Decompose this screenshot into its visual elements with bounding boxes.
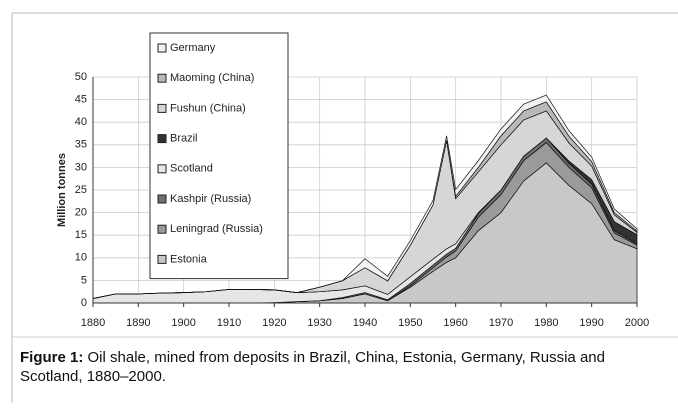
y-tick-label: 25 [75, 184, 87, 196]
x-tick-label: 1950 [398, 317, 422, 329]
x-tick-label: 1970 [489, 317, 513, 329]
y-tick-label: 40 [75, 116, 87, 128]
y-tick-label: 5 [81, 274, 87, 286]
legend-swatch [157, 164, 167, 174]
x-tick-label: 1920 [262, 317, 286, 329]
y-axis-label: Million tonnes [56, 153, 68, 227]
legend-swatch [157, 73, 167, 83]
y-tick-label: 30 [75, 161, 87, 173]
legend-label: Leningrad (Russia) [170, 223, 263, 235]
x-tick-label: 1930 [307, 317, 331, 329]
x-tick-label: 1960 [443, 317, 467, 329]
legend-swatch [157, 224, 167, 234]
y-tick-label: 10 [75, 252, 87, 264]
x-tick-label: 1880 [81, 317, 105, 329]
x-tick-label: 1900 [171, 317, 195, 329]
legend-label: Kashpir (Russia) [170, 193, 251, 205]
legend-swatch [157, 43, 167, 53]
caption-text: Oil shale, mined from deposits in Brazil… [20, 349, 605, 385]
x-tick-label: 1890 [126, 317, 150, 329]
y-tick-label: 50 [75, 71, 87, 83]
y-tick-label: 35 [75, 139, 87, 151]
y-tick-label: 20 [75, 207, 87, 219]
x-tick-label: 1940 [353, 317, 377, 329]
y-tick-label: 15 [75, 229, 87, 241]
legend-label: Estonia [170, 253, 208, 265]
caption: Figure 1: Oil shale, mined from deposits… [20, 348, 660, 386]
legend-swatch [157, 103, 167, 113]
y-tick-label: 45 [75, 94, 87, 106]
legend-label: Germany [170, 42, 216, 54]
x-tick-label: 1910 [217, 317, 241, 329]
legend-label: Scotland [170, 163, 213, 175]
area [92, 94, 638, 299]
legend-swatch [157, 194, 167, 204]
x-tick-label: 1990 [579, 317, 603, 329]
y-tick-label: 0 [81, 297, 87, 309]
legend-label: Brazil [170, 133, 198, 145]
legend-swatch [157, 134, 167, 144]
legend-box [149, 32, 289, 280]
legend-label: Maoming (China) [170, 72, 254, 84]
x-tick-label: 2000 [625, 317, 649, 329]
legend-swatch [157, 254, 167, 264]
x-tick-label: 1980 [534, 317, 558, 329]
caption-label: Figure 1: [20, 349, 84, 366]
legend-label: Fushun (China) [170, 102, 246, 114]
